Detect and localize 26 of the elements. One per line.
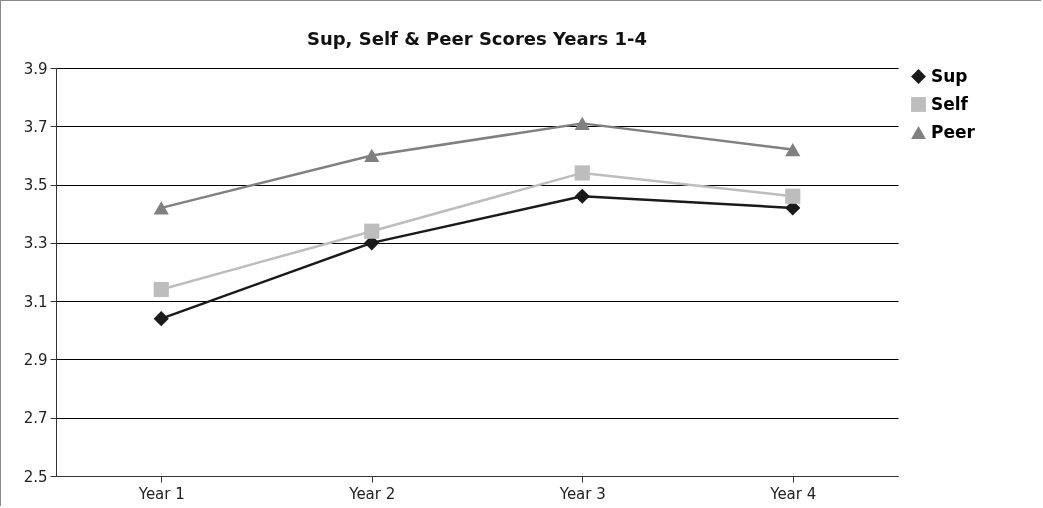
y-tick-label: 3.9 — [23, 59, 48, 78]
x-tick-label: Year 3 — [558, 484, 606, 503]
x-tick-label: Year 4 — [769, 484, 817, 503]
legend-label: Sup — [931, 65, 968, 86]
point — [785, 143, 801, 157]
y-tick-label: 3.5 — [23, 176, 48, 195]
legend-label: Peer — [931, 121, 976, 142]
point — [153, 311, 169, 327]
legend-label: Self — [931, 93, 969, 114]
x-tick-label: Year 2 — [348, 484, 396, 503]
point — [785, 188, 801, 204]
chart-title: Sup, Self & Peer Scores Years 1-4 — [306, 28, 648, 49]
point — [574, 188, 590, 204]
point — [153, 281, 169, 298]
y-tick-label: 2.9 — [23, 350, 48, 369]
y-tick-label: 2.7 — [23, 409, 48, 428]
point — [153, 201, 169, 215]
point — [574, 165, 590, 181]
point — [574, 116, 590, 130]
x-tick-label: Year 1 — [137, 484, 185, 503]
y-tick-label: 2.5 — [23, 467, 48, 486]
y-tick-label: 3.3 — [23, 234, 48, 253]
y-tick-label: 3.1 — [23, 292, 48, 311]
point — [364, 148, 380, 162]
y-tick-label: 3.7 — [23, 117, 48, 136]
point — [364, 223, 380, 239]
